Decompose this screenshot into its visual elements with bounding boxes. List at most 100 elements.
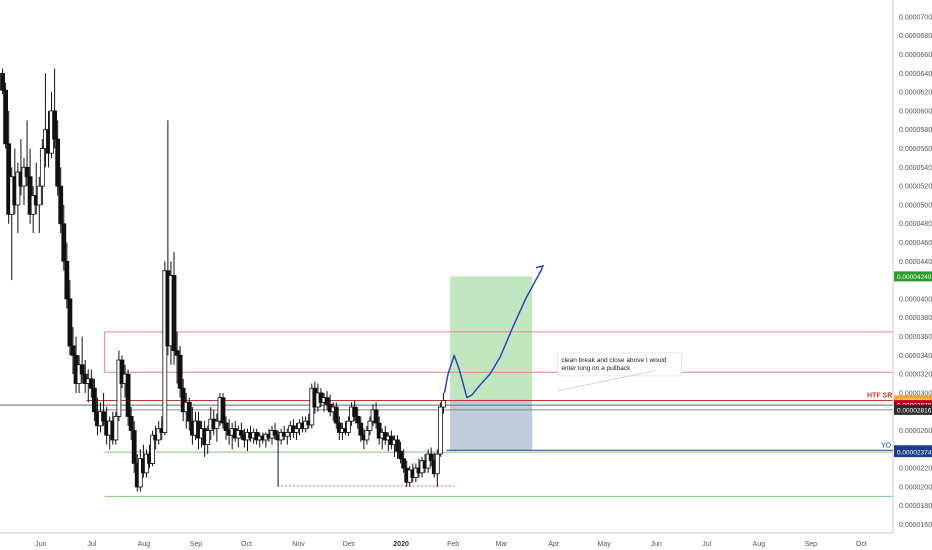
candle-body-117 [358,422,364,436]
annotation-pointer [557,370,656,392]
x-tick-label-8: Feb [447,541,459,548]
candle-body-29 [88,378,94,389]
candle-body-116 [355,416,361,424]
candle-body-120 [367,420,373,431]
projection-path [443,264,545,399]
candles [0,68,446,492]
candle-body-129 [395,439,400,452]
candle-body-39 [119,359,125,384]
x-tick-label-5: Nov [292,541,305,548]
candle-body-131 [401,458,407,469]
x-tick-label-3: Sep [190,541,203,548]
x-tick-label-4: Oct [241,541,252,548]
price-badge-3 [894,404,932,415]
candle-body-89 [272,430,278,436]
candle-body-61 [186,401,192,422]
candle-body-53 [162,270,168,433]
price-badges: 0.000042400.000029210.000028700.00002816… [894,271,932,458]
candle-body-109 [333,406,339,424]
candle-body-51 [156,428,162,441]
candle-body-96 [294,428,299,433]
candle-body-20 [61,223,67,262]
candle-body-33 [101,411,106,422]
candle-body-119 [364,430,370,441]
stop-zone [450,399,533,451]
candle-body-58 [177,354,183,389]
x-tick-label-11: May [598,541,612,548]
candle-body-22 [67,298,73,347]
candle-body-67 [205,430,211,446]
x-tick-label-0: Jun [35,541,46,548]
price-badge-0 [894,271,932,282]
target-zone [450,276,533,400]
candle-body-72 [220,397,226,424]
candle-body-140 [428,453,434,462]
candle-body-13 [39,148,45,187]
candle-body-70 [214,420,220,430]
candle-body-130 [398,450,403,460]
candle-body-142 [434,453,440,475]
candle-body-1 [3,89,9,145]
x-tick-label-6: Dec [343,541,356,548]
price-badge-text-5: 0.00002374 [897,450,932,457]
candle-body-49 [150,434,155,464]
time-axis[interactable]: Jun Jul Aug Sep Oct Nov Dec 2020 Feb Mar Apr May Jun… [35,541,867,548]
candle-body-38 [116,359,122,417]
candle-body-139 [425,453,431,469]
candle-body-113 [346,420,351,433]
candle-body-42 [128,416,134,431]
projection-arrowhead [535,264,545,274]
candle-body-123 [376,422,382,439]
annotation-line-0: clean break and close above I would [561,357,667,364]
yo-label: YO [881,442,892,449]
candle-body-106 [324,397,330,405]
annotation-box [557,352,682,377]
candle-body-17 [52,110,58,140]
candle-body-143 [437,406,443,455]
candle-body-59 [180,387,186,413]
candle-body-30 [92,387,97,413]
x-tick-label-13: Jul [702,541,711,548]
candle-body-56 [171,275,177,352]
x-tick-label-15: Sep [805,541,818,548]
x-tick-label-7: 2020 [393,541,409,548]
x-tick-label-1: Jul [87,541,96,548]
candle-body-41 [125,373,131,417]
annotation-line-1: enter long on a pullback [561,365,631,372]
x-tick-label-2: Aug [138,541,151,548]
x-tick-label-16: Oct [856,541,867,548]
candle-body-0 [0,72,5,91]
x-tick-label-10: Apr [548,541,560,548]
candle-body-122 [373,409,379,424]
candle-body-37 [113,416,119,441]
candle-body-19 [58,185,64,225]
projection-line [443,268,543,399]
x-tick-label-12: Jun [651,541,662,548]
x-tick-label-9: Mar [496,541,509,548]
x-tick-label-14: Aug [753,541,766,548]
